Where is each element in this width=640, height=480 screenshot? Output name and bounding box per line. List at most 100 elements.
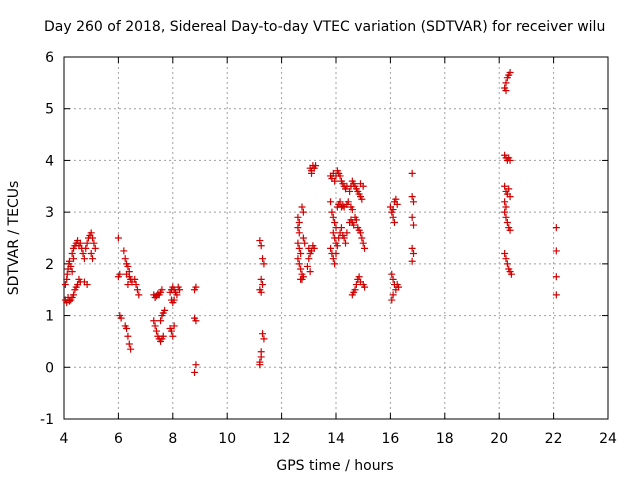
data-point	[410, 198, 418, 206]
y-tick-label: -1	[40, 412, 54, 428]
data-point	[76, 239, 84, 247]
data-point	[501, 182, 509, 190]
data-point	[65, 297, 73, 305]
data-point	[552, 273, 560, 281]
data-point	[167, 327, 175, 335]
data-point	[87, 250, 95, 258]
data-point	[340, 234, 348, 242]
y-tick-label: 0	[45, 360, 54, 376]
x-tick-label: 10	[218, 431, 236, 447]
data-point	[260, 260, 268, 268]
data-point	[501, 198, 509, 206]
data-point	[358, 195, 366, 203]
data-point	[298, 203, 306, 211]
data-point	[68, 268, 76, 276]
data-point	[506, 193, 514, 201]
data-point	[170, 322, 178, 330]
data-point	[506, 226, 514, 234]
data-point	[395, 283, 403, 291]
x-tick-label: 14	[327, 431, 345, 447]
data-point	[327, 198, 335, 206]
data-point	[390, 218, 398, 226]
data-point	[501, 250, 509, 258]
data-point	[68, 250, 76, 258]
data-point	[552, 224, 560, 232]
data-point	[294, 224, 302, 232]
data-point	[169, 332, 177, 340]
y-tick-label: 1	[45, 309, 54, 325]
data-point	[361, 244, 369, 252]
data-point	[259, 255, 267, 263]
data-point	[329, 255, 337, 263]
data-point	[65, 257, 73, 265]
data-point	[306, 268, 314, 276]
data-point	[295, 218, 303, 226]
data-point	[356, 229, 364, 237]
x-tick-label: 16	[381, 431, 399, 447]
x-tick-label: 6	[114, 431, 123, 447]
data-point	[124, 262, 132, 270]
data-point	[393, 200, 401, 208]
data-point	[408, 213, 416, 221]
data-point	[339, 202, 347, 210]
data-point	[352, 216, 360, 224]
data-point	[297, 265, 305, 273]
data-point	[552, 291, 560, 299]
data-point	[328, 208, 336, 216]
data-point	[135, 291, 143, 299]
data-point	[410, 221, 418, 229]
data-point	[159, 332, 167, 340]
data-point	[192, 361, 200, 369]
data-point	[176, 286, 184, 294]
data-point	[123, 325, 131, 332]
data-point	[502, 255, 510, 263]
data-point	[120, 247, 128, 255]
data-point	[67, 262, 75, 270]
data-point	[124, 332, 132, 340]
data-point	[61, 281, 69, 289]
y-tick-label: 6	[45, 50, 54, 66]
data-point	[344, 198, 352, 206]
data-point	[389, 291, 397, 299]
data-point	[151, 293, 159, 301]
data-point	[355, 273, 363, 281]
axis-ticks	[63, 56, 609, 420]
data-point	[502, 79, 510, 87]
data-point	[299, 234, 307, 242]
data-point	[408, 169, 416, 177]
data-point	[361, 283, 369, 291]
data-point	[327, 244, 335, 252]
data-point	[343, 229, 351, 237]
data-points	[61, 69, 560, 376]
data-point	[501, 208, 509, 216]
data-point	[294, 255, 302, 263]
data-point	[388, 270, 396, 278]
data-point	[124, 281, 132, 289]
y-tick-label: 2	[45, 257, 54, 273]
data-point	[295, 260, 303, 268]
data-point	[408, 257, 416, 265]
data-point	[256, 237, 264, 245]
data-point	[348, 206, 356, 214]
data-point	[161, 306, 169, 314]
data-point	[408, 244, 416, 252]
data-point	[260, 335, 268, 343]
x-tick-label: 18	[436, 431, 454, 447]
data-point	[503, 260, 511, 268]
x-axis-label: GPS time / hours	[276, 458, 393, 474]
x-tick-label: 4	[60, 431, 69, 447]
data-point	[337, 224, 345, 232]
data-point	[79, 250, 87, 258]
data-point	[191, 368, 199, 376]
data-point	[257, 353, 265, 361]
data-point	[507, 270, 515, 278]
data-point	[121, 255, 129, 263]
data-point	[89, 255, 97, 263]
x-tick-label: 12	[273, 431, 291, 447]
data-point	[132, 281, 140, 289]
data-point	[131, 275, 139, 283]
y-tick-label: 3	[45, 205, 54, 221]
data-point	[127, 345, 135, 353]
data-point	[389, 206, 397, 214]
